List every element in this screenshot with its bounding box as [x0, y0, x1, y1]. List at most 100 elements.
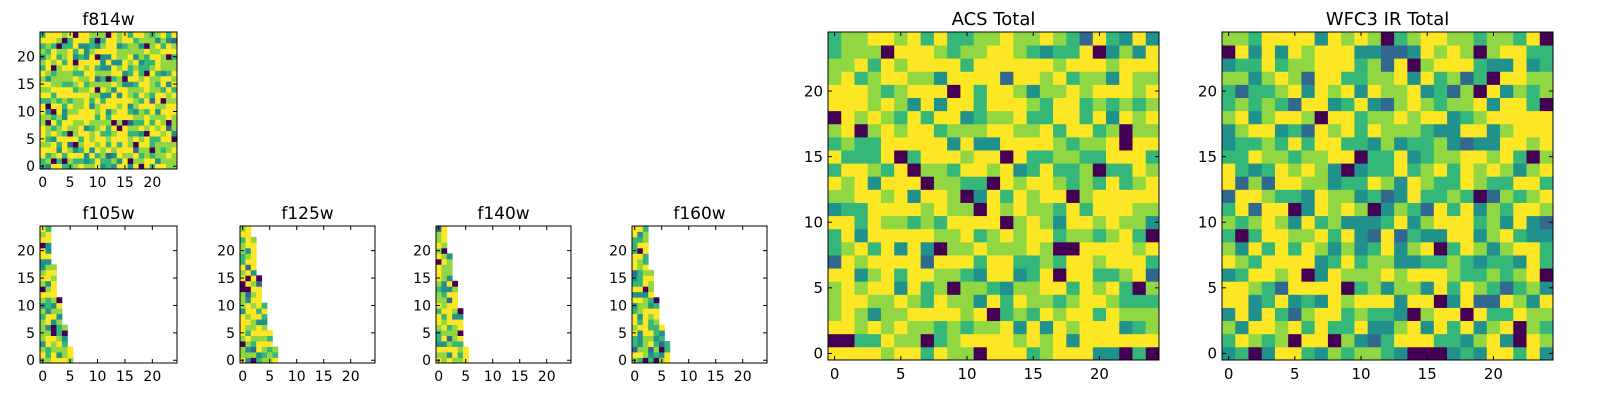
heatmap-cell	[138, 86, 145, 93]
heatmap-cell	[632, 269, 638, 276]
heatmap-cell	[45, 147, 52, 153]
heatmap-cell	[1367, 307, 1382, 322]
heatmap-cell	[171, 64, 178, 71]
heatmap-cell	[452, 280, 458, 287]
heatmap-cell	[72, 163, 79, 170]
heatmap-cell	[1039, 202, 1054, 217]
heatmap-cell	[116, 125, 123, 132]
heatmap-cell	[1053, 32, 1067, 46]
heatmap-cell	[1092, 241, 1107, 256]
heatmap-cell	[1447, 255, 1461, 269]
heatmap-cell	[1235, 255, 1249, 269]
heatmap-cell	[854, 32, 869, 46]
heatmap-cell	[1261, 255, 1276, 269]
heatmap-cell	[240, 231, 246, 238]
heatmap-cell	[854, 150, 869, 164]
heatmap-cell	[1301, 228, 1316, 243]
heatmap-cell	[828, 32, 842, 46]
heatmap-cell	[1132, 281, 1147, 295]
heatmap-cell	[250, 341, 257, 347]
y-tick-label: 5	[422, 326, 431, 342]
heatmap-cell	[40, 125, 46, 132]
heatmap-cell	[637, 264, 644, 271]
heatmap-cell	[1367, 202, 1382, 217]
heatmap-cell	[1394, 71, 1408, 85]
heatmap-cell	[138, 119, 145, 126]
heatmap-cell	[841, 45, 855, 59]
heatmap-cell	[1145, 97, 1160, 112]
heatmap-cell	[1407, 150, 1421, 164]
heatmap-cell	[1145, 84, 1160, 98]
heatmap-cell	[947, 241, 961, 256]
heatmap-cell	[1314, 189, 1329, 203]
heatmap-cell	[1301, 110, 1316, 125]
heatmap-cell	[441, 231, 448, 238]
heatmap-cell	[632, 308, 638, 315]
heatmap-cell	[880, 215, 895, 230]
heatmap-cell	[457, 352, 464, 358]
heatmap-cell	[1145, 255, 1160, 269]
heatmap-cell	[89, 97, 96, 104]
heatmap-cell	[78, 59, 85, 66]
heatmap-cell	[127, 81, 134, 88]
heatmap-cell	[947, 110, 961, 125]
heatmap-cell	[67, 48, 74, 55]
heatmap-cell	[933, 307, 948, 322]
heatmap-cell	[1066, 294, 1080, 308]
heatmap-cell	[61, 346, 68, 353]
heatmap-cell	[1288, 268, 1302, 282]
heatmap-cell	[40, 253, 46, 260]
heatmap-cell	[78, 108, 85, 115]
heatmap-cell	[920, 71, 935, 85]
heatmap-cell	[1119, 84, 1133, 98]
heatmap-cell	[1354, 241, 1369, 256]
heatmap-cell	[828, 346, 842, 361]
heatmap-cell	[1367, 268, 1382, 282]
heatmap-cell	[1513, 163, 1527, 177]
heatmap-cell	[1513, 228, 1527, 243]
heatmap-cell	[1053, 71, 1067, 85]
heatmap-cell	[1500, 163, 1514, 177]
heatmap-cell	[1354, 45, 1369, 59]
heatmap-cell	[1106, 84, 1120, 98]
heatmap-cell	[1314, 58, 1329, 72]
heatmap-cell	[1000, 110, 1014, 125]
heatmap-cell	[446, 264, 453, 271]
heatmap-cell	[648, 313, 654, 320]
heatmap-cell	[907, 215, 922, 230]
x-tick-label: 0	[1224, 365, 1234, 383]
heatmap-cell	[642, 330, 649, 336]
heatmap-cell	[828, 268, 842, 282]
heatmap-cell	[78, 119, 85, 126]
heatmap-cell	[78, 163, 85, 170]
heatmap-cell	[138, 64, 145, 71]
heatmap-cell	[933, 110, 948, 125]
heatmap-cell	[144, 42, 150, 49]
heatmap-cell	[1473, 189, 1488, 203]
heatmap-cell	[160, 42, 167, 49]
heatmap-cell	[436, 231, 442, 238]
heatmap-cell	[166, 59, 172, 66]
heatmap-cell	[973, 58, 988, 72]
heatmap-cell	[1301, 71, 1316, 85]
heatmap-cell	[1341, 202, 1355, 217]
heatmap-cell	[67, 352, 74, 358]
heatmap-cell	[1274, 45, 1289, 59]
heatmap-cell	[659, 346, 665, 353]
heatmap-cell	[1380, 215, 1395, 230]
heatmap-cell	[83, 37, 90, 44]
heatmap-cell	[256, 302, 262, 309]
heatmap-cell	[45, 158, 52, 164]
heatmap-cell	[1341, 307, 1355, 322]
heatmap-cell	[632, 324, 638, 331]
heatmap-cell	[116, 42, 123, 49]
heatmap-cell	[245, 236, 252, 243]
heatmap-cell	[111, 158, 118, 164]
heatmap-cell	[1341, 228, 1355, 243]
heatmap-cell	[441, 264, 448, 271]
heatmap-cell	[1039, 136, 1054, 151]
heatmap-cell	[133, 147, 140, 153]
x-tick-label: 20	[1090, 365, 1109, 383]
heatmap-cell	[122, 119, 129, 126]
heatmap-cell	[1092, 123, 1107, 138]
